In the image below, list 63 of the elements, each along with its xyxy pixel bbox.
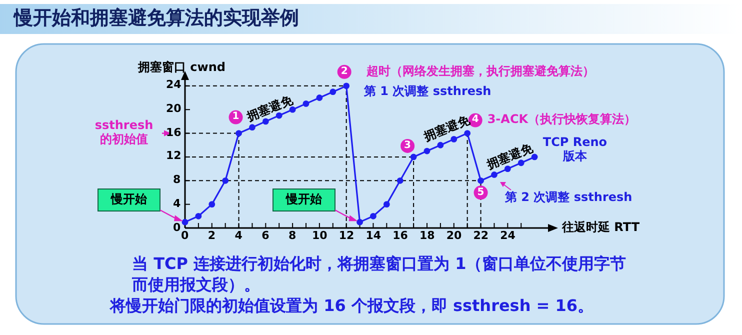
annotation: 第 2 次调整 ssthresh: [505, 190, 632, 205]
point: [504, 166, 511, 172]
x-tick-label: 14: [366, 229, 382, 243]
x-tick-label: 10: [312, 229, 328, 243]
x-tick-label: 16: [392, 229, 408, 243]
annotation: 5: [477, 186, 484, 198]
point: [356, 218, 363, 226]
annotation: 4: [472, 114, 479, 126]
annotation: 慢开始: [111, 192, 147, 207]
point: [437, 142, 444, 148]
y-tick-label: 24: [166, 78, 182, 92]
point: [410, 154, 417, 160]
x-tick-label: 22: [473, 229, 489, 243]
y-tick-label: 4: [173, 196, 181, 210]
point: [478, 177, 484, 184]
point: [396, 177, 404, 184]
y-axis-title: 拥塞窗口 cwnd: [138, 60, 226, 75]
annotation: 第 1 次调整 ssthresh: [364, 84, 492, 99]
point: [464, 130, 471, 136]
x-tick-label: 20: [446, 229, 462, 243]
annotation: 3-ACK（执行快恢复算法）: [487, 112, 636, 128]
text: 当 TCP 连接进行初始化时，将拥塞窗口置为 1（窗口单位不使用字节而使用报文段）。: [132, 254, 627, 296]
x-tick-label: 8: [288, 229, 296, 243]
point: [236, 130, 242, 136]
annotation: 2: [340, 66, 348, 78]
y-tick-label: 0: [173, 220, 181, 234]
annotation: ssthresh 的初始值: [94, 118, 154, 147]
annotation: 1: [232, 111, 240, 123]
point: [370, 212, 376, 220]
point: [182, 218, 188, 226]
point: [316, 94, 323, 101]
x-tick-label: 12: [338, 229, 354, 243]
point: [208, 201, 216, 208]
x-tick-label: 6: [262, 229, 270, 243]
point: [222, 177, 229, 184]
y-tick-label: 12: [166, 149, 182, 164]
y-tick-label: 20: [166, 102, 182, 116]
annotation: 慢开始: [286, 192, 322, 207]
annotation: 3: [404, 140, 412, 152]
point: [450, 136, 458, 142]
point: [195, 212, 202, 220]
x-tick-label: 24: [500, 229, 516, 243]
text: 将慢开始门限的初始值设置为 16 个报文段，即 ssthresh = 16。: [110, 296, 595, 317]
annotation: 拥塞避免: [244, 93, 294, 125]
point: [343, 82, 350, 90]
point: [262, 118, 269, 125]
y-tick-label: 16: [166, 126, 182, 140]
point: [330, 88, 336, 96]
x-tick-label: 2: [208, 229, 216, 243]
annotation: 拥塞避免: [422, 112, 472, 144]
x-axis-title: 往返时延 RTT: [562, 220, 640, 235]
y-tick-label: 8: [173, 173, 181, 187]
x-tick-label: 18: [420, 229, 435, 243]
point: [249, 124, 256, 131]
point: [383, 201, 390, 208]
point: [491, 172, 498, 178]
point: [424, 148, 430, 154]
chart-title: 慢开始和拥塞避免算法的实现举例: [14, 7, 299, 30]
annotation: TCP Reno 版本: [542, 135, 608, 164]
annotation: 超时（网络发生拥塞，执行拥塞避免算法）: [366, 64, 594, 79]
point: [302, 100, 310, 107]
annotation: 拥塞避免: [484, 140, 534, 172]
x-tick-label: 4: [234, 229, 242, 243]
